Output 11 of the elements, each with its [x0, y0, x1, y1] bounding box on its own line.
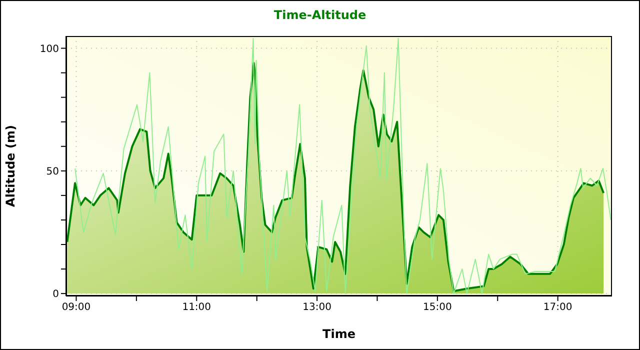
chart-title: Time-Altitude	[272, 8, 368, 22]
x-tick-label: 11:00	[182, 302, 212, 314]
x-tick-label: 15:00	[423, 302, 452, 314]
x-axis-title: Time	[322, 327, 356, 341]
y-tick-label: 100	[40, 44, 59, 55]
x-tick-label: 13:00	[302, 302, 332, 314]
y-tick-label: 50	[46, 166, 59, 178]
y-axis-title: Altitude (m)	[3, 125, 18, 207]
y-tick-label: 0	[52, 289, 59, 300]
x-tick-label: 09:00	[62, 302, 91, 314]
x-tick-label: 17:00	[543, 302, 572, 314]
